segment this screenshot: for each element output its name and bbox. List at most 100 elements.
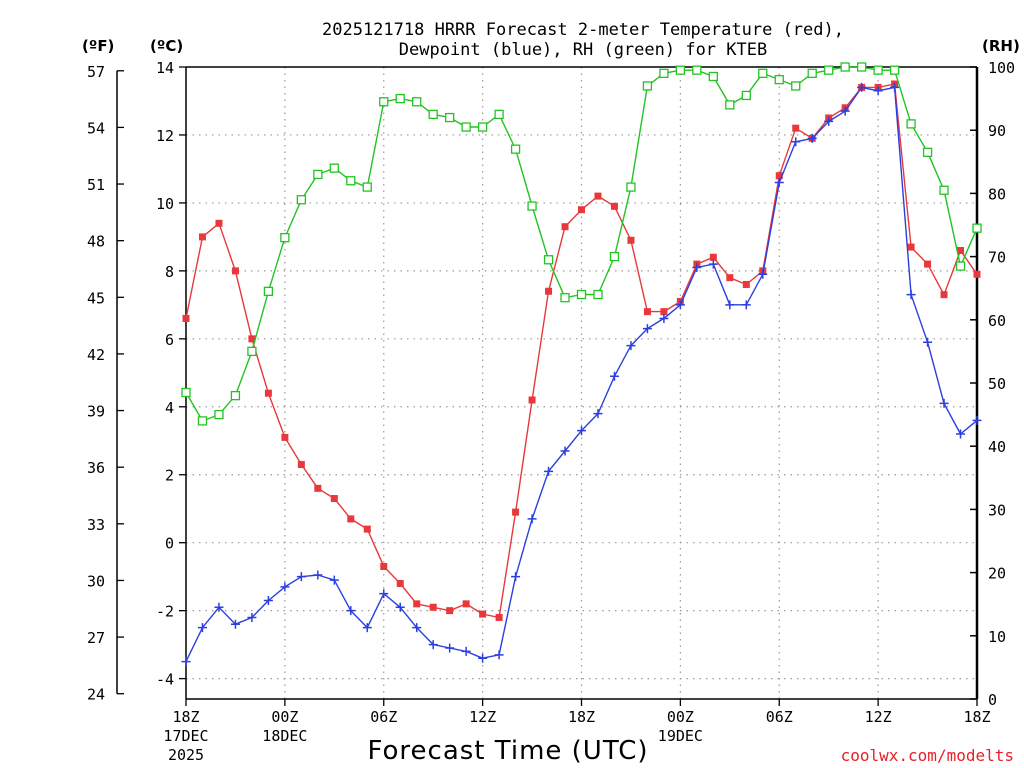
dewpoint-point xyxy=(263,595,273,605)
rh-point xyxy=(329,163,339,173)
2-meter-temperature-point xyxy=(314,484,322,492)
2-meter-temperature-point xyxy=(594,192,602,200)
rh-point xyxy=(642,81,653,91)
2-meter-temperature-point xyxy=(347,515,355,523)
2-meter-temperature-point xyxy=(413,600,421,608)
dewpoint-point xyxy=(758,269,768,279)
rh-tick-label: 30 xyxy=(988,501,1006,519)
source-credit: coolwx.com/modelts xyxy=(841,746,1014,765)
rh-point xyxy=(972,223,982,233)
dewpoint-point xyxy=(445,643,455,653)
rh-point xyxy=(214,409,224,420)
x-tick-label: 06Z xyxy=(370,708,397,726)
dewpoint-point xyxy=(642,324,652,334)
dewpoint-point xyxy=(280,582,290,592)
rh-point xyxy=(873,65,883,75)
dewpoint-point xyxy=(428,640,438,650)
2-meter-temperature-point xyxy=(561,223,569,231)
2-meter-temperature-point xyxy=(215,219,223,227)
rh-point xyxy=(659,68,669,78)
dewpoint-point xyxy=(890,82,900,92)
2-meter-temperature-point xyxy=(396,579,404,587)
celsius-tick-label: 2 xyxy=(165,467,174,485)
dewpoint-point xyxy=(478,653,488,663)
dewpoint-point xyxy=(840,106,850,116)
rh-point xyxy=(379,97,389,107)
rh-point xyxy=(692,65,702,75)
rh-point xyxy=(824,65,834,75)
dewpoint-point xyxy=(708,259,718,269)
2-meter-temperature-point xyxy=(495,613,503,621)
dewpoint-point xyxy=(544,466,554,476)
rh-point xyxy=(197,416,208,426)
fahrenheit-tick-label: 39 xyxy=(87,403,105,421)
dewpoint-point xyxy=(214,602,224,612)
dewpoint-point xyxy=(741,300,751,310)
dewpoint-point xyxy=(923,337,933,347)
dewpoint-point xyxy=(362,623,372,633)
2-meter-temperature-point xyxy=(627,236,635,244)
2-meter-temperature-point xyxy=(264,389,272,397)
celsius-tick-label: 4 xyxy=(165,399,174,417)
dewpoint-point xyxy=(972,415,982,425)
2-meter-temperature-point xyxy=(528,396,536,404)
2-meter-temperature-point xyxy=(742,280,750,288)
rh-point xyxy=(412,97,422,107)
dewpoint-point xyxy=(395,602,405,612)
rh-point xyxy=(609,251,620,262)
2-meter-temperature-point xyxy=(446,607,454,615)
dewpoint-point xyxy=(197,623,207,633)
rh-tick-label: 0 xyxy=(988,691,997,709)
x-tick-label: 2025 xyxy=(168,746,204,764)
fahrenheit-tick-label: 24 xyxy=(87,686,105,704)
x-tick-label: 18DEC xyxy=(262,727,307,745)
rh-point xyxy=(955,261,966,271)
2-meter-temperature-point xyxy=(231,267,239,275)
rh-tick-label: 20 xyxy=(988,565,1006,583)
2-meter-temperature-point xyxy=(182,314,190,322)
rh-point xyxy=(313,169,323,180)
x-tick-label: 18Z xyxy=(568,708,595,726)
2-meter-temperature-point xyxy=(775,172,783,180)
rh-point xyxy=(675,65,686,75)
rh-point xyxy=(346,176,356,186)
chart-title: 2025121718 HRRR Forecast 2-meter Tempera… xyxy=(322,20,844,60)
rh-point xyxy=(395,93,405,104)
rh-tick-label: 10 xyxy=(988,628,1006,646)
2-meter-temperature-point xyxy=(545,287,553,295)
x-tick-label: 12Z xyxy=(865,708,892,726)
rh-point xyxy=(461,122,471,132)
dewpoint-point xyxy=(412,623,422,633)
dewpoint-point xyxy=(725,300,735,310)
rh-point xyxy=(856,62,867,72)
fahrenheit-tick-label: 57 xyxy=(87,63,105,81)
x-tick-label: 00Z xyxy=(667,708,694,726)
fahrenheit-axis-unit: (ºF) xyxy=(82,37,114,55)
rh-point xyxy=(593,289,603,300)
dewpoint-point xyxy=(626,341,636,351)
dewpoint-point xyxy=(181,657,191,667)
rh-point xyxy=(527,201,537,211)
2-meter-temperature-point xyxy=(198,233,206,241)
x-tick-label: 17DEC xyxy=(163,727,208,745)
dewpoint-series xyxy=(181,82,982,667)
dewpoint-point xyxy=(593,409,603,419)
fahrenheit-tick-label: 33 xyxy=(87,516,105,534)
rh-point xyxy=(840,62,850,72)
dewpoint-point xyxy=(560,446,570,456)
2-meter-temperature-line xyxy=(185,83,978,619)
celsius-tick-label: 12 xyxy=(156,127,174,145)
2-meter-temperature-point xyxy=(297,461,305,469)
dewpoint-point xyxy=(494,650,504,660)
chart-title-line-1: 2025121718 HRRR Forecast 2-meter Tempera… xyxy=(322,20,844,40)
rh-point xyxy=(758,68,768,78)
celsius-tick-label: 6 xyxy=(165,331,174,349)
dewpoint-point xyxy=(527,514,537,524)
fahrenheit-tick-label: 27 xyxy=(87,629,105,647)
fahrenheit-tick-label: 36 xyxy=(87,459,105,477)
x-tick-label: 12Z xyxy=(469,708,496,726)
axes xyxy=(116,66,979,700)
x-tick-label: 18Z xyxy=(963,708,990,726)
2-meter-temperature-point xyxy=(363,525,371,533)
rh-point xyxy=(922,147,933,157)
